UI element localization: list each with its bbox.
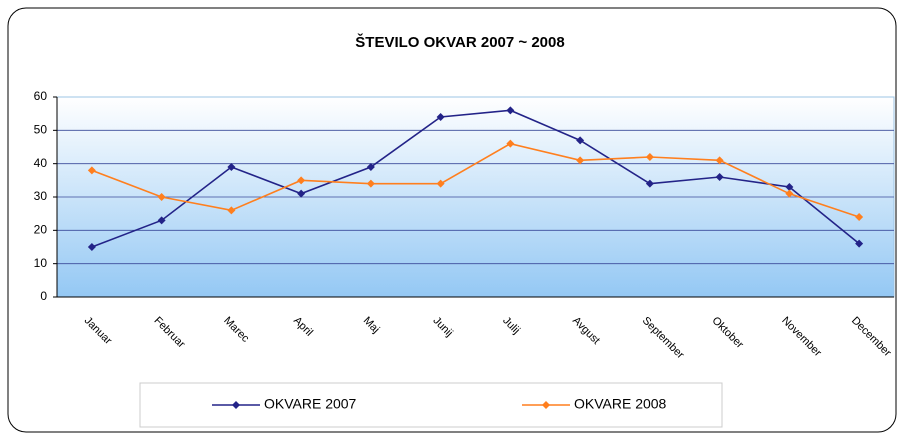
data-point (715, 156, 724, 165)
data-point (506, 139, 515, 148)
chart-title: ŠTEVILO OKVAR 2007 ~ 2008 (355, 33, 564, 51)
data-point (366, 163, 375, 171)
y-tick-label: 60 (34, 89, 48, 103)
data-point (366, 179, 375, 188)
data-point (645, 153, 654, 161)
data-point (436, 113, 445, 121)
data-point (297, 176, 306, 185)
y-tick-label: 10 (34, 256, 48, 270)
data-point (87, 243, 96, 251)
series-line (91, 109, 860, 248)
data-point (506, 106, 515, 115)
legend-marker (232, 401, 240, 409)
data-point (227, 163, 236, 171)
y-tick-label: 40 (34, 156, 48, 170)
legend-marker (542, 401, 550, 409)
legend-label: OKVARE 2007 (264, 396, 357, 412)
data-point (715, 173, 724, 181)
y-tick-label: 20 (34, 223, 48, 237)
data-point (297, 189, 306, 198)
data-point (785, 183, 794, 191)
data-point (576, 136, 585, 145)
data-point (436, 179, 445, 188)
data-point (576, 156, 585, 165)
y-tick-label: 50 (34, 123, 48, 137)
data-point (855, 239, 864, 248)
data-point (157, 193, 166, 201)
data-point (855, 213, 864, 221)
legend-label: OKVARE 2008 (574, 396, 667, 412)
y-tick-label: 30 (34, 189, 48, 203)
data-point (227, 206, 236, 215)
data-point (87, 166, 96, 175)
y-tick-label: 0 (40, 289, 47, 303)
series-line (91, 142, 860, 218)
data-point (785, 189, 794, 198)
data-point (645, 179, 654, 188)
data-point (157, 216, 166, 225)
